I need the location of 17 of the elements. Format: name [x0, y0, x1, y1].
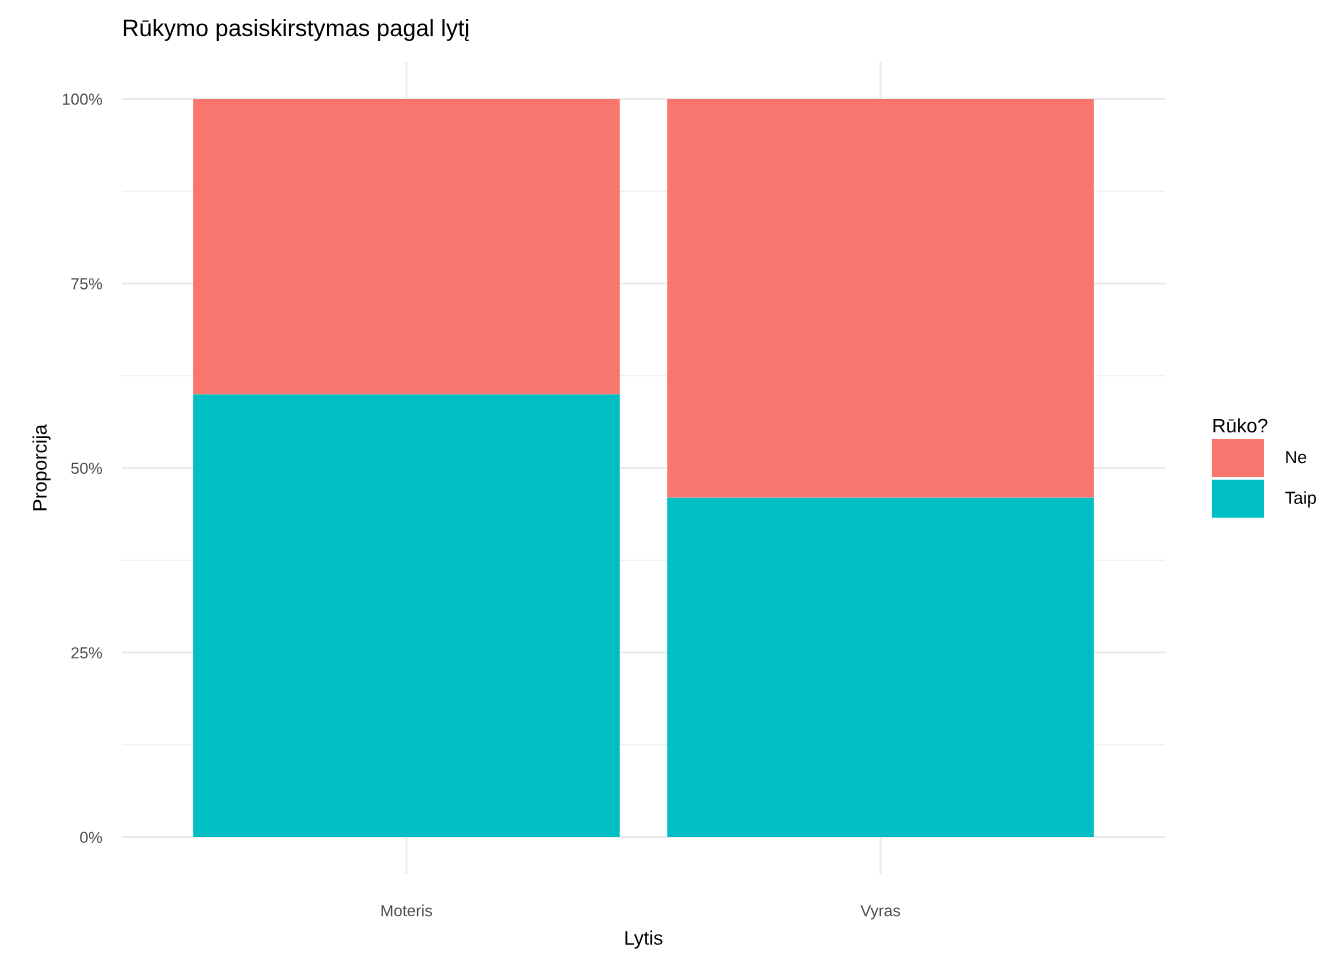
- x-axis-title: Lytis: [625, 930, 663, 949]
- bar: [667, 98, 1094, 498]
- bar: [193, 394, 620, 838]
- x-tick-label: Moteris: [381, 904, 433, 917]
- bar: [193, 98, 620, 395]
- legend-title: Rūko?: [1213, 418, 1268, 433]
- y-tick-label: 75%: [71, 278, 102, 290]
- x-tick-label: Vyras: [860, 905, 901, 920]
- y-tick-label: 0%: [80, 831, 102, 844]
- bar: [667, 497, 1094, 838]
- legend-label: Taip: [1285, 491, 1316, 508]
- legend-label: Ne: [1286, 451, 1307, 464]
- chart-title: Rūkymo pasiskirstymas pagal lytį: [123, 18, 469, 42]
- y-tick-label: 25%: [71, 647, 102, 659]
- y-tick-label: 50%: [71, 462, 102, 474]
- y-axis-title: Proporcija: [32, 424, 51, 511]
- y-tick-label: 100%: [62, 93, 102, 105]
